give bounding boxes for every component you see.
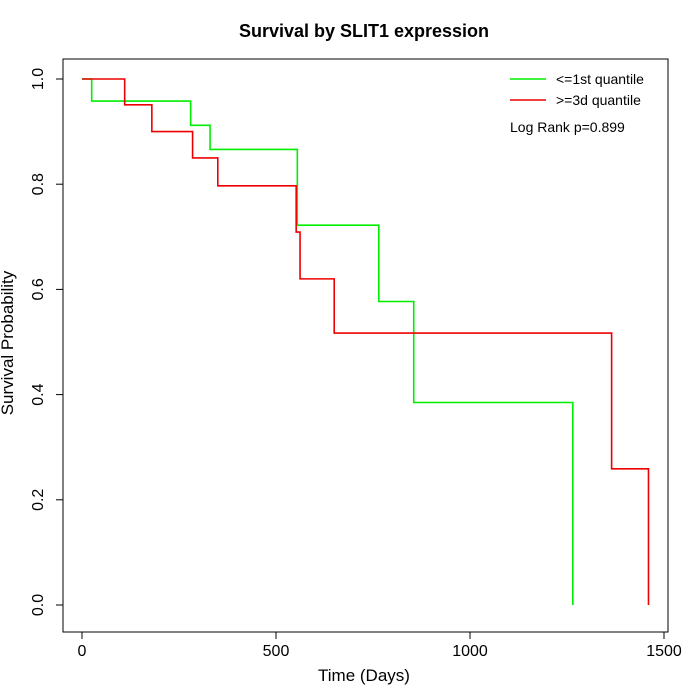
chart-title: Survival by SLIT1 expression (239, 21, 489, 41)
series-line-1 (82, 78, 650, 605)
y-tick-label: 0.2 (30, 489, 47, 511)
y-tick-label: 0.4 (30, 383, 47, 405)
legend: <=1st quantile >=3d quantile (510, 71, 644, 108)
log-rank-annotation: Log Rank p=0.899 (510, 119, 625, 135)
x-axis-label: Time (Days) (318, 666, 410, 685)
plot-frame (62, 58, 669, 633)
y-tick-label: 0.6 (30, 278, 47, 300)
y-tick-label: 0.0 (30, 594, 47, 616)
y-tick-label: 1.0 (30, 68, 47, 90)
legend-label-low: <=1st quantile (556, 71, 644, 87)
series-layer (82, 78, 650, 605)
legend-label-high: >=3d quantile (556, 92, 641, 108)
y-axis-label: Survival Probability (0, 270, 17, 415)
series-line-0 (82, 78, 574, 605)
x-tick-label: 500 (263, 643, 290, 660)
x-tick-label: 1000 (452, 643, 488, 660)
x-axis: 0 500 1000 1500 (78, 631, 682, 660)
x-tick-label: 1500 (646, 643, 682, 660)
y-axis: 0.0 0.2 0.4 0.6 0.8 1.0 (30, 68, 64, 616)
y-tick-label: 0.8 (30, 173, 47, 195)
x-tick-label: 0 (78, 643, 87, 660)
